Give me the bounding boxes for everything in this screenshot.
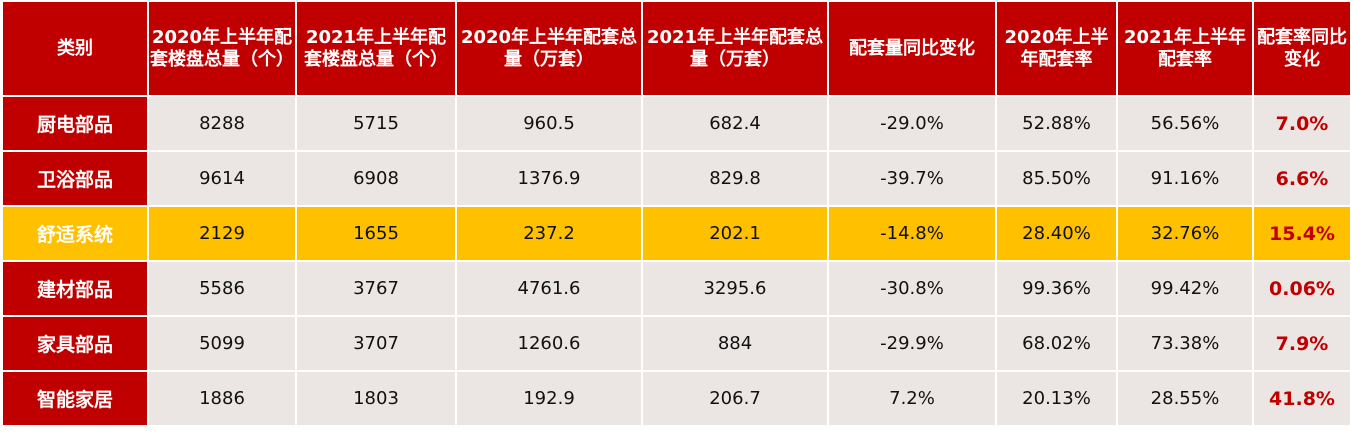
rate-2020-cell: 52.88% (995, 95, 1118, 152)
rate-2021-cell: 28.55% (1116, 370, 1254, 427)
rate-change-cell: 15.4% (1252, 205, 1351, 262)
rate-2020-cell: 99.36% (995, 260, 1118, 317)
rate-2021-cell: 56.56% (1116, 95, 1254, 152)
header-2020-rate: 2020年上半年配套率 (995, 0, 1118, 97)
table-row: 舒适系统 2129 1655 237.2 202.1 -14.8% 28.40% 32.76%… (1, 205, 1351, 262)
volume-2021-cell: 829.8 (641, 150, 829, 207)
volume-change-cell: 7.2% (827, 370, 997, 427)
projects-2020-cell: 5099 (147, 315, 297, 372)
projects-2020-cell: 2129 (147, 205, 297, 262)
rate-2020-cell: 28.40% (995, 205, 1118, 262)
volume-2020-cell: 1260.6 (455, 315, 643, 372)
volume-2021-cell: 884 (641, 315, 829, 372)
projects-2021-cell: 1803 (295, 370, 457, 427)
rate-2021-cell: 99.42% (1116, 260, 1254, 317)
volume-2021-cell: 3295.6 (641, 260, 829, 317)
volume-change-cell: -30.8% (827, 260, 997, 317)
table-row: 智能家居 1886 1803 192.9 206.7 7.2% 20.13% 28.55% 41… (1, 370, 1351, 427)
header-2020-projects: 2020年上半年配套楼盘总量（个） (147, 0, 297, 97)
volume-2021-cell: 682.4 (641, 95, 829, 152)
header-category: 类别 (1, 0, 149, 97)
projects-2020-cell: 1886 (147, 370, 297, 427)
rate-change-cell: 6.6% (1252, 150, 1351, 207)
rate-2021-cell: 91.16% (1116, 150, 1254, 207)
header-volume-change: 配套量同比变化 (827, 0, 997, 97)
rate-2021-cell: 73.38% (1116, 315, 1254, 372)
projects-2021-cell: 3707 (295, 315, 457, 372)
table-row: 厨电部品 8288 5715 960.5 682.4 -29.0% 52.88% 56.56%… (1, 95, 1351, 152)
volume-2020-cell: 192.9 (455, 370, 643, 427)
projects-2021-cell: 3767 (295, 260, 457, 317)
rate-2020-cell: 68.02% (995, 315, 1118, 372)
projects-2021-cell: 5715 (295, 95, 457, 152)
rate-2021-cell: 32.76% (1116, 205, 1254, 262)
projects-2020-cell: 8288 (147, 95, 297, 152)
volume-2021-cell: 202.1 (641, 205, 829, 262)
rate-change-cell: 7.0% (1252, 95, 1351, 152)
table-row: 家具部品 5099 3707 1260.6 884 -29.9% 68.02% 73.38% 7… (1, 315, 1351, 372)
volume-change-cell: -14.8% (827, 205, 997, 262)
rate-change-cell: 41.8% (1252, 370, 1351, 427)
volume-change-cell: -29.9% (827, 315, 997, 372)
header-2021-volume: 2021年上半年配套总量（万套） (641, 0, 829, 97)
category-cell: 厨电部品 (1, 95, 149, 152)
header-rate-change: 配套率同比变化 (1252, 0, 1351, 97)
table-row: 卫浴部品 9614 6908 1376.9 829.8 -39.7% 85.50% 91.16… (1, 150, 1351, 207)
projects-2020-cell: 9614 (147, 150, 297, 207)
category-cell: 智能家居 (1, 370, 149, 427)
header-2021-projects: 2021年上半年配套楼盘总量（个） (295, 0, 457, 97)
volume-2021-cell: 206.7 (641, 370, 829, 427)
header-2020-volume: 2020年上半年配套总量（万套） (455, 0, 643, 97)
category-cell: 家具部品 (1, 315, 149, 372)
volume-2020-cell: 960.5 (455, 95, 643, 152)
rate-change-cell: 7.9% (1252, 315, 1351, 372)
volume-change-cell: -39.7% (827, 150, 997, 207)
rate-2020-cell: 85.50% (995, 150, 1118, 207)
rate-change-cell: 0.06% (1252, 260, 1351, 317)
volume-2020-cell: 4761.6 (455, 260, 643, 317)
table-row: 建材部品 5586 3767 4761.6 3295.6 -30.8% 99.36% 99.4… (1, 260, 1351, 317)
header-2021-rate: 2021年上半年配套率 (1116, 0, 1254, 97)
category-cell: 卫浴部品 (1, 150, 149, 207)
projects-2020-cell: 5586 (147, 260, 297, 317)
projects-2021-cell: 1655 (295, 205, 457, 262)
volume-2020-cell: 1376.9 (455, 150, 643, 207)
volume-change-cell: -29.0% (827, 95, 997, 152)
category-cell: 建材部品 (1, 260, 149, 317)
volume-2020-cell: 237.2 (455, 205, 643, 262)
rate-2020-cell: 20.13% (995, 370, 1118, 427)
table-body: 厨电部品 8288 5715 960.5 682.4 -29.0% 52.88% 56.56%… (1, 95, 1351, 427)
projects-2021-cell: 6908 (295, 150, 457, 207)
data-table: 类别 2020年上半年配套楼盘总量（个） 2021年上半年配套楼盘总量（个） 2… (1, 0, 1351, 427)
header-row: 类别 2020年上半年配套楼盘总量（个） 2021年上半年配套楼盘总量（个） 2… (1, 0, 1351, 97)
category-cell: 舒适系统 (1, 205, 149, 262)
